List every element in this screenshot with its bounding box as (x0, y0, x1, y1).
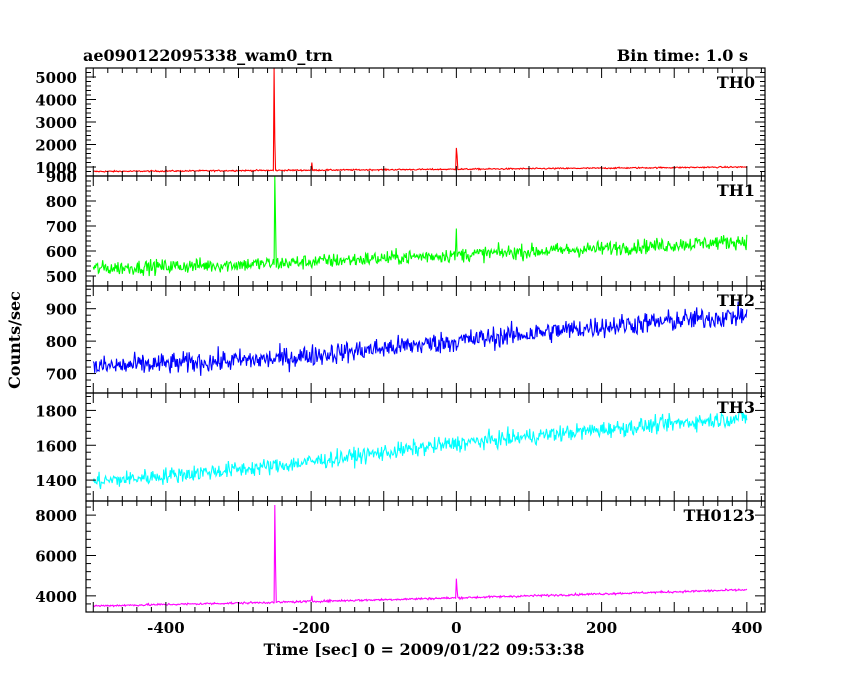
x-tick-label: 0 (451, 619, 461, 637)
series-line-th3 (92, 411, 748, 490)
x-axis-label: Time [sec] 0 = 2009/01/22 09:53:38 (264, 640, 585, 659)
y-tick-label: 1800 (35, 402, 77, 420)
panel-label-th3: TH3 (717, 398, 755, 417)
panel-label-th0123: TH0123 (683, 506, 755, 525)
panels-group: TH010002000300040005000TH150060070080090… (35, 67, 766, 637)
series-line-th1 (92, 175, 748, 277)
series-line-th0 (93, 67, 748, 174)
y-tick-label: 700 (46, 366, 77, 384)
y-tick-label: 4000 (35, 588, 77, 606)
y-tick-label: 1600 (35, 437, 77, 455)
panel-frame-th0123 (85, 500, 766, 613)
y-tick-label: 900 (46, 168, 77, 186)
x-tick-label: 200 (586, 619, 617, 637)
y-tick-label: 1000 (35, 159, 77, 177)
y-tick-label: 800 (46, 193, 77, 211)
y-tick-label: 6000 (35, 547, 77, 565)
panel-label-th2: TH2 (717, 291, 755, 310)
x-tick-label: -400 (147, 619, 185, 637)
panel-label-th1: TH1 (717, 181, 755, 200)
series-line-th0123 (93, 505, 748, 608)
y-tick-label: 600 (46, 243, 77, 261)
y-tick-label: 800 (46, 333, 77, 351)
series-line-th2 (92, 301, 748, 376)
x-tick-label: -200 (292, 619, 330, 637)
y-tick-label: 500 (46, 268, 77, 286)
x-tick-label: 400 (731, 619, 762, 637)
y-tick-label: 2000 (35, 137, 77, 155)
y-tick-label: 700 (46, 218, 77, 236)
panel-frame-th0 (85, 67, 766, 177)
y-tick-label: 8000 (35, 507, 77, 525)
y-tick-label: 900 (46, 301, 77, 319)
bin-time-label: Bin time: 1.0 s (617, 46, 748, 65)
y-axis-label: Counts/sec (5, 291, 24, 389)
panel-label-th0: TH0 (717, 73, 755, 92)
y-tick-label: 5000 (35, 69, 77, 87)
chart-title: ae090122095338_wam0_trn (83, 46, 333, 65)
y-tick-label: 1400 (35, 472, 77, 490)
y-tick-label: 4000 (35, 92, 77, 110)
y-tick-label: 3000 (35, 114, 77, 132)
panel-frame-th3 (85, 392, 766, 502)
